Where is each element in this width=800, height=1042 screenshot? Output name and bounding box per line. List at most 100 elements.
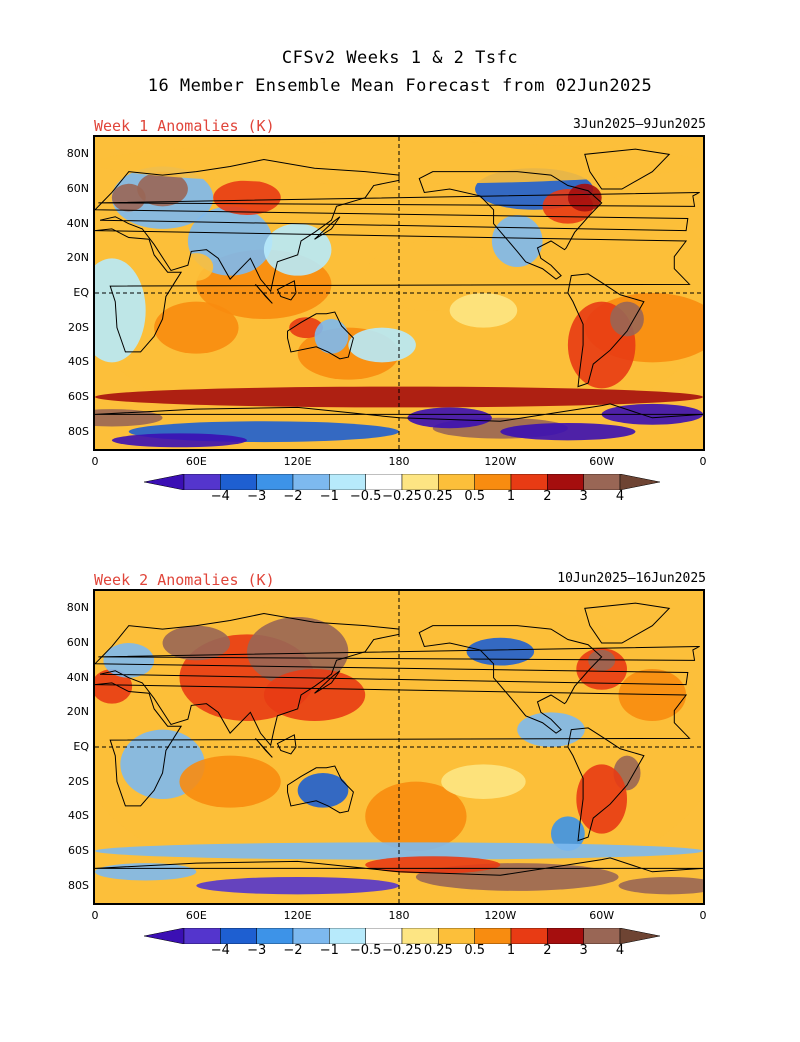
colorbar-swatch — [183, 474, 221, 490]
week1-panel: Week 1 Anomalies (K) 3Jun2025–9Jun2025 8… — [0, 117, 800, 588]
coastline — [95, 857, 703, 876]
colorbar-max-arrow — [619, 928, 660, 944]
anomaly-region — [196, 877, 399, 895]
latitude-tick-label: 40S — [68, 809, 89, 823]
colorbar-swatch — [401, 928, 439, 944]
colorbar-swatch — [365, 928, 403, 944]
colorbar-tick-label: 0.25 — [423, 489, 453, 504]
anomaly-region — [137, 171, 188, 207]
coastline — [418, 171, 603, 280]
figure-title-line2: 16 Member Ensemble Mean Forecast from 02… — [147, 76, 653, 96]
longitude-tick-label: 180 — [388, 455, 410, 468]
anomaly-region — [576, 764, 627, 834]
coastline — [95, 613, 689, 747]
anomaly-region — [618, 877, 703, 895]
latitude-tick-label: 20N — [66, 251, 89, 265]
anomaly-region — [610, 301, 644, 337]
anomaly-region — [588, 649, 616, 671]
latitude-tick-label: 60S — [68, 390, 89, 403]
coastline — [287, 311, 354, 360]
anomaly-region — [466, 637, 535, 666]
latitude-tick-label: 20N — [66, 705, 89, 719]
longitude-tick-label: 60W — [589, 455, 615, 468]
colorbar-tick-label: 2 — [543, 489, 552, 504]
coastline — [276, 734, 297, 755]
anomaly-region — [247, 617, 349, 687]
colorbar-swatch — [547, 928, 584, 944]
colorbar-swatch — [583, 928, 621, 944]
colorbar-swatch — [474, 474, 512, 490]
colorbar-swatch — [438, 928, 475, 944]
colorbar-swatch — [510, 474, 548, 490]
colorbar-tick-label: −0.25 — [382, 489, 422, 504]
colorbar-tick-label: −4 — [210, 943, 230, 958]
coastline — [98, 645, 700, 661]
colorbar-tick-label: −0.5 — [349, 943, 382, 958]
longitude-tick-label: 120E — [283, 909, 312, 922]
colorbar: −4 −3 −2 −1 −0.5 −0.25 0.25 0.5 1 2 3 4 — [144, 474, 660, 514]
colorbar-tick-label: 1 — [506, 943, 516, 958]
colorbar-min-arrow — [144, 474, 185, 490]
anomaly-region — [491, 215, 543, 267]
colorbar-swatch — [256, 474, 294, 490]
colorbar-swatch — [292, 474, 330, 490]
colorbar: −4 −3 −2 −1 −0.5 −0.25 0.25 0.5 1 2 3 4 — [144, 928, 660, 968]
longitude-tick-label: 120W — [484, 909, 517, 922]
anomaly-region — [314, 319, 349, 354]
latitude-tick-label: 60S — [68, 844, 89, 857]
colorbar-swatch — [365, 474, 403, 490]
longitude-tick-label: 60W — [589, 909, 615, 922]
coastline — [98, 191, 700, 207]
colorbar-swatch — [329, 474, 366, 490]
latitude-tick-label: 80N — [66, 601, 89, 615]
colorbar-tick-label: 4 — [615, 943, 625, 958]
colorbar-tick-label: 3 — [579, 489, 588, 504]
coastline — [95, 159, 689, 293]
colorbar-tick-label: 0.5 — [464, 943, 485, 958]
anomaly-region — [407, 407, 492, 429]
colorbar-swatch — [183, 928, 221, 944]
longitude-tick-label: 0 — [91, 455, 99, 468]
colorbar-min-arrow — [144, 928, 185, 944]
colorbar-tick-label: 0.5 — [464, 489, 485, 504]
latitude-tick-label: 60N — [66, 636, 89, 649]
longitude-tick-label: 0 — [699, 455, 707, 468]
anomaly-region — [289, 317, 323, 339]
anomaly-region — [103, 643, 155, 678]
panel-title: Week 2 Anomalies (K) — [94, 571, 275, 589]
colorbar-swatch — [583, 474, 621, 490]
anomaly-region — [162, 625, 231, 661]
colorbar-tick-label: −3 — [247, 943, 267, 958]
anomaly-region — [618, 669, 687, 721]
colorbar-tick-label: −4 — [210, 489, 230, 504]
longitude-tick-label: 60E — [185, 455, 207, 468]
anomaly-map[interactable] — [93, 135, 705, 451]
latitude-tick-label: 40N — [66, 216, 89, 230]
latitude-tick-label: 20S — [68, 774, 89, 788]
colorbar-swatch — [474, 928, 512, 944]
colorbar-swatch — [401, 474, 439, 490]
coastline — [567, 727, 645, 842]
anomaly-region — [551, 816, 585, 851]
longitude-tick-label: 180 — [388, 909, 410, 922]
coastline — [418, 625, 603, 734]
coastline — [95, 403, 703, 422]
anomaly-region — [111, 183, 146, 212]
anomaly-map-svg — [95, 591, 703, 903]
latitude-tick-label: 20S — [68, 320, 89, 334]
colorbar-swatch — [438, 474, 475, 490]
colorbar-swatch — [220, 474, 257, 490]
colorbar-tick-label: −0.5 — [349, 489, 382, 504]
anomaly-region — [179, 253, 214, 281]
anomaly-region — [111, 433, 247, 448]
colorbar-max-arrow — [619, 474, 660, 490]
anomaly-region — [365, 781, 467, 851]
anomaly-map[interactable] — [93, 589, 705, 905]
latitude-tick-label: 80S — [68, 424, 89, 438]
colorbar-svg — [144, 928, 660, 944]
figure-title-line1: CFSv2 Weeks 1 & 2 Tsfc — [281, 48, 519, 68]
anomaly-region — [213, 180, 281, 215]
coastline — [314, 670, 341, 694]
panel-title: Week 1 Anomalies (K) — [94, 117, 275, 135]
anomaly-region — [263, 223, 332, 276]
